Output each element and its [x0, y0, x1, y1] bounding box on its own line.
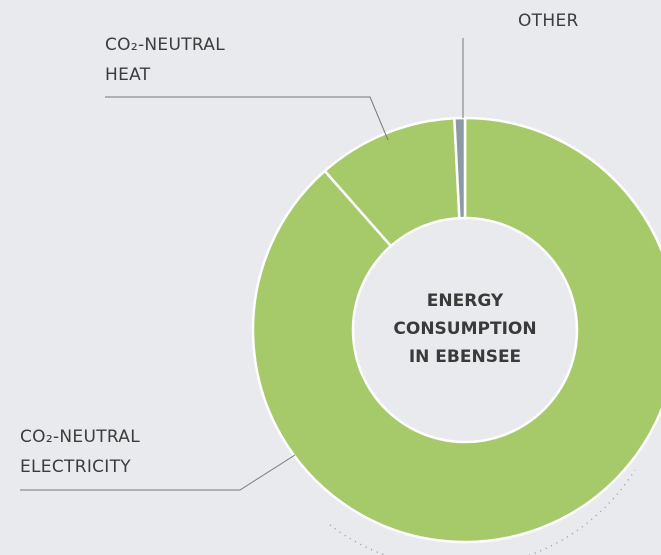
slice	[251, 116, 661, 544]
slice-label: OTHER	[518, 11, 579, 31]
chart-title: ENERGY CONSUMPTION IN EBENSEE	[393, 291, 537, 367]
leader-line	[20, 454, 296, 491]
slice-label: CO₂-NEUTRAL ELECTRICITY	[20, 427, 141, 477]
leader-line	[105, 96, 389, 141]
slice	[453, 116, 467, 220]
slice-label: CO₂-NEUTRAL HEAT	[105, 35, 226, 85]
